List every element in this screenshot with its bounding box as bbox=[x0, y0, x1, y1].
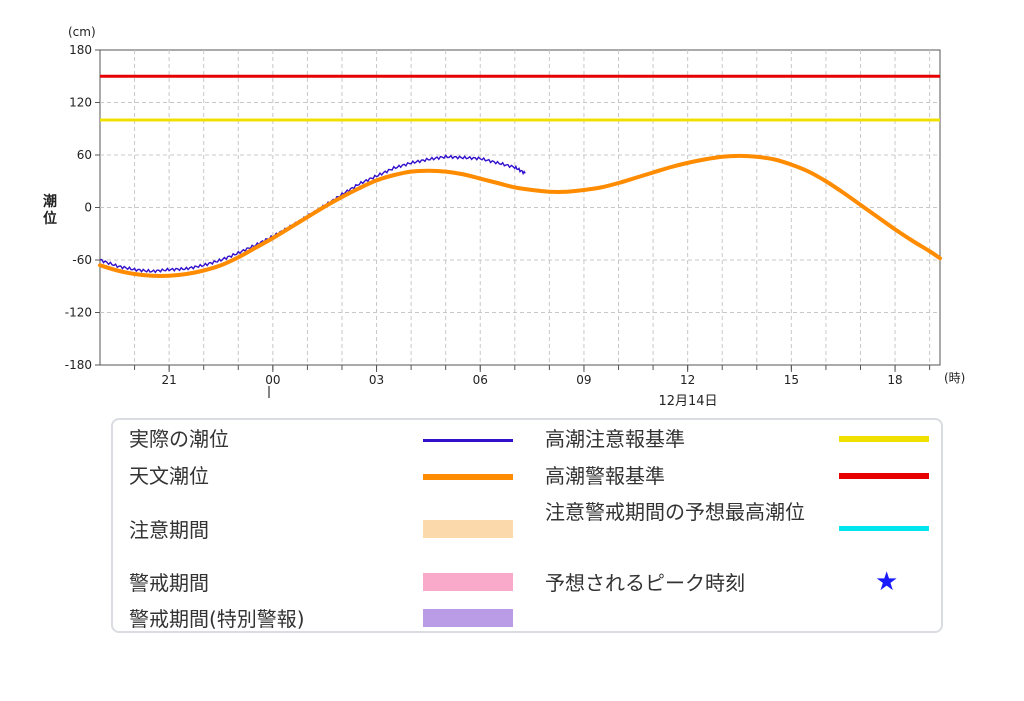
x-tick-label: 00 bbox=[265, 373, 280, 387]
threshold-lines bbox=[100, 74, 940, 122]
grid-lines bbox=[100, 50, 940, 370]
legend-label: 実際の潮位 bbox=[129, 427, 229, 451]
legend-swatch-advisory-threshold bbox=[839, 436, 929, 442]
tide-chart: 180 120 60 0 -60 -120 -180 21 00 03 06 09 12 15 18 (c… bbox=[43, 25, 965, 409]
legend-label: 警戒期間(特別警報) bbox=[129, 607, 305, 631]
y-axis-label-char: 位 bbox=[43, 210, 57, 227]
y-tick-label: 60 bbox=[77, 148, 92, 162]
x-tick-label: 09 bbox=[576, 373, 591, 387]
y-tick-label: 120 bbox=[69, 96, 92, 110]
y-tick-label: -180 bbox=[65, 358, 92, 372]
y-tick-label: -120 bbox=[65, 306, 92, 320]
legend-item-advisory-threshold: 高潮注意報基準 bbox=[545, 424, 685, 454]
x-unit-label: (時) bbox=[944, 371, 965, 385]
legend-item-actual-tide: 実際の潮位 bbox=[129, 424, 229, 454]
legend-swatch-predicted-max-tide bbox=[839, 526, 929, 531]
legend-item-warning-period: 警戒期間 bbox=[129, 568, 209, 598]
legend: 実際の潮位 天文潮位 注意期間 警戒期間 警戒期間(特別警報) 高潮注意報基準 … bbox=[111, 418, 943, 633]
legend-label: 高潮注意報基準 bbox=[545, 427, 685, 451]
x-tick-label: 12 bbox=[680, 373, 695, 387]
y-axis-label: 潮位 bbox=[43, 193, 57, 227]
legend-swatch-special-warning-period bbox=[423, 609, 513, 627]
y-axis: 180 120 60 0 -60 -120 -180 bbox=[65, 43, 100, 372]
legend-item-caution-period: 注意期間 bbox=[129, 515, 209, 545]
x-tick-label: 03 bbox=[369, 373, 384, 387]
y-tick-label: 180 bbox=[69, 43, 92, 57]
legend-item-astronomical-tide: 天文潮位 bbox=[129, 461, 209, 491]
star-icon: ★ bbox=[875, 567, 899, 597]
y-tick-label: 0 bbox=[84, 201, 92, 215]
x-axis: 21 00 03 06 09 12 15 18 bbox=[161, 365, 903, 387]
series-line-astronomical-tide bbox=[98, 153, 942, 278]
legend-label: 天文潮位 bbox=[129, 464, 209, 488]
legend-label: 注意警戒期間の予想最高潮位 bbox=[545, 500, 805, 524]
legend-label: 注意期間 bbox=[129, 518, 209, 542]
x-tick-label: 18 bbox=[887, 373, 902, 387]
legend-swatch-astronomical-tide bbox=[423, 474, 513, 480]
legend-label: 高潮警報基準 bbox=[545, 464, 665, 488]
date-label: 12月14日 bbox=[658, 394, 717, 409]
legend-swatch-actual-tide bbox=[423, 439, 513, 442]
y-axis-label-char: 潮 bbox=[43, 193, 57, 210]
legend-item-special-warning-period: 警戒期間(特別警報) bbox=[129, 604, 305, 634]
legend-item-warning-threshold: 高潮警報基準 bbox=[545, 461, 665, 491]
legend-item-peak-time: 予想されるピーク時刻 bbox=[545, 568, 745, 598]
x-tick-label: 21 bbox=[161, 373, 176, 387]
x-tick-label: 15 bbox=[784, 373, 799, 387]
legend-label: 警戒期間 bbox=[129, 571, 209, 595]
x-tick-label: 06 bbox=[473, 373, 488, 387]
legend-label: 予想されるピーク時刻 bbox=[545, 571, 745, 595]
legend-swatch-warning-period bbox=[423, 573, 513, 591]
y-unit-label: (cm) bbox=[68, 25, 96, 39]
legend-item-predicted-max-tide: 注意警戒期間の予想最高潮位 bbox=[545, 496, 835, 528]
legend-swatch-caution-period bbox=[423, 520, 513, 538]
y-tick-label: -60 bbox=[72, 253, 92, 267]
legend-swatch-warning-threshold bbox=[839, 473, 929, 479]
series-lines bbox=[98, 153, 942, 278]
